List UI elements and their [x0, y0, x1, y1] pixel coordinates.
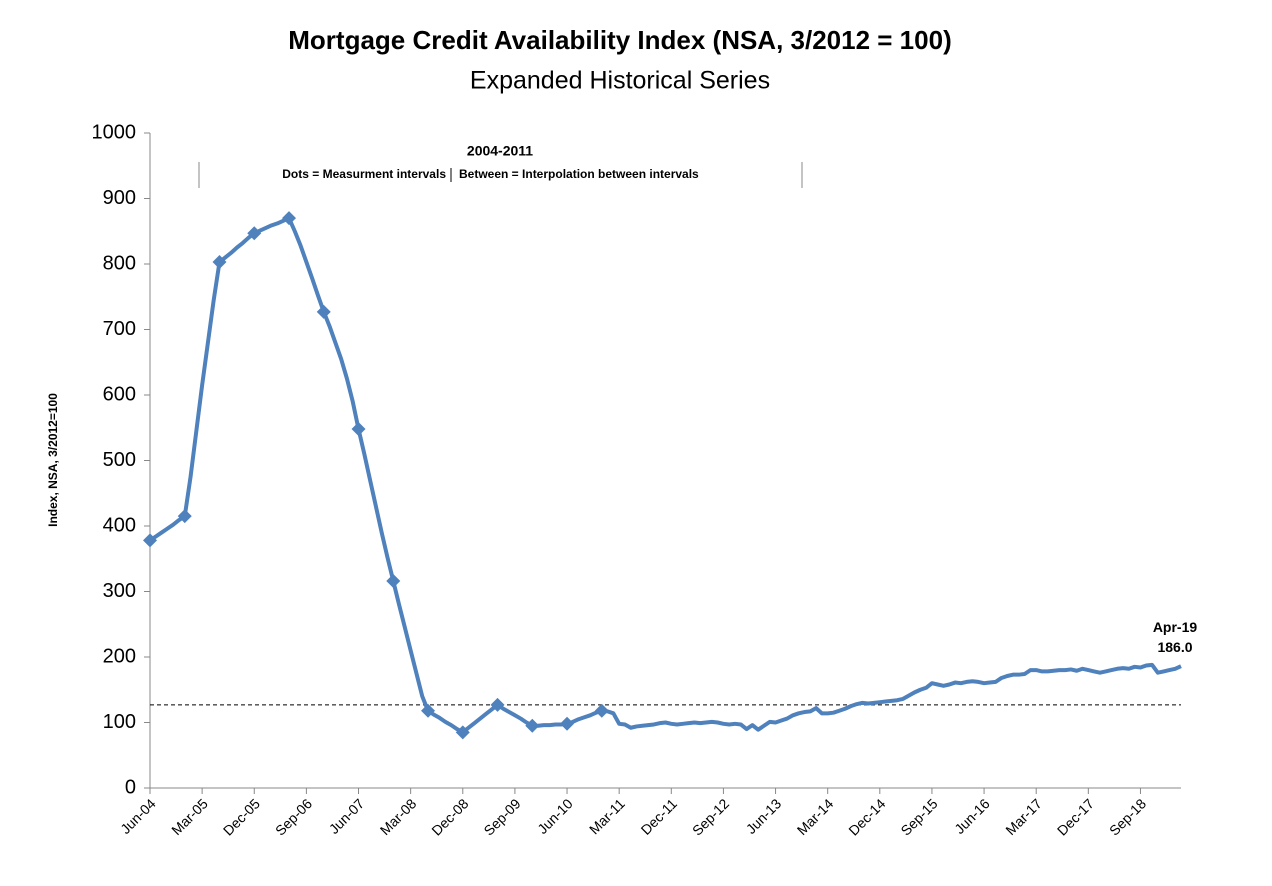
y-tick-label: 200: [103, 645, 136, 667]
end-label-value: 186.0: [1157, 639, 1192, 655]
x-tick-label: Sep-18: [1106, 795, 1149, 838]
x-tick-label: Mar-08: [377, 795, 420, 838]
x-tick-label: Jun-10: [534, 795, 576, 837]
data-marker: [386, 574, 401, 589]
x-tick-label: Jun-13: [743, 795, 785, 837]
chart-title: Mortgage Credit Availability Index (NSA,…: [288, 25, 951, 55]
data-marker: [455, 725, 470, 740]
annotation-text: Dots = Measurment intervals: [282, 167, 446, 181]
data-marker: [594, 703, 609, 718]
data-marker: [560, 716, 575, 731]
data-marker: [177, 509, 192, 524]
data-marker: [143, 533, 157, 548]
x-tick-label: Mar-11: [586, 795, 628, 837]
x-tick-label: Jun-07: [326, 795, 368, 837]
y-tick-label: 1000: [92, 121, 137, 143]
data-marker: [247, 226, 262, 241]
end-label-date: Apr-19: [1153, 619, 1198, 635]
x-tick-label: Jun-16: [951, 795, 993, 837]
data-marker: [316, 304, 331, 319]
data-line: [148, 216, 1182, 735]
data-marker: [525, 718, 540, 733]
x-tick-label: Jun-04: [117, 795, 159, 837]
x-tick-label: Sep-15: [897, 795, 940, 838]
y-tick-label: 100: [103, 711, 136, 733]
y-tick-label: 0: [125, 776, 136, 798]
x-tick-label: Dec-14: [845, 795, 888, 838]
y-axis-label: Index, NSA, 3/2012=100: [46, 393, 60, 527]
data-marker: [212, 255, 227, 270]
x-tick-label: Sep-09: [480, 795, 523, 838]
x-tick-label: Mar-14: [794, 795, 837, 838]
x-tick-label: Sep-06: [272, 795, 315, 838]
data-marker: [490, 697, 505, 712]
y-tick-label: 900: [103, 187, 136, 209]
x-tick-label: Mar-17: [1002, 795, 1045, 838]
y-tick-label: 300: [103, 580, 136, 602]
x-tick-label: Dec-08: [428, 795, 471, 838]
x-tick-label: Dec-05: [220, 795, 263, 838]
data-marker: [282, 211, 297, 226]
annotation-title: 2004-2011: [467, 143, 533, 159]
x-tick-label: Sep-12: [689, 795, 732, 838]
y-tick-label: 800: [103, 252, 136, 274]
x-tick-label: Mar-05: [168, 795, 211, 838]
x-tick-label: Dec-11: [638, 795, 681, 838]
y-tick-label: 700: [103, 318, 136, 340]
annotation-text: Between = Interpolation between interval…: [459, 167, 699, 181]
y-tick-label: 500: [103, 449, 136, 471]
data-marker: [421, 703, 436, 718]
data-marker: [351, 422, 366, 437]
y-tick-label: 400: [103, 514, 136, 536]
y-tick-label: 600: [103, 383, 136, 405]
x-tick-label: Dec-17: [1054, 795, 1097, 838]
chart-subtitle: Expanded Historical Series: [470, 67, 770, 95]
